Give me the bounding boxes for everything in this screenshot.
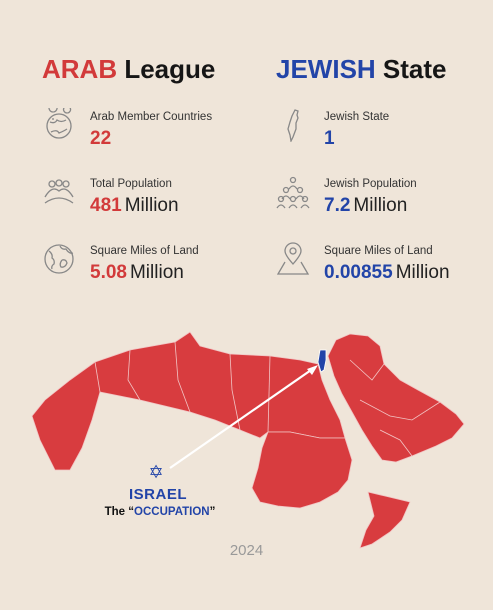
arab-land-stat: Square Miles of Land 5.08 Million	[42, 240, 282, 307]
arab-league-heading: ARAB League	[42, 52, 282, 86]
occupation-word: OCCUPATION	[134, 506, 210, 518]
globe-icon	[44, 244, 74, 274]
stat-unit: Million	[353, 195, 408, 216]
stat-value: 1	[324, 128, 335, 149]
stat-unit: Million	[124, 195, 179, 216]
stat-label: Total Population	[90, 178, 172, 190]
jewish-state-count-stat: Jewish State 1	[276, 106, 493, 173]
stat-label: Square Miles of Land	[324, 245, 433, 257]
stat-value: 22	[90, 128, 112, 149]
jewish-population-stat: Jewish Population 7.2 Million	[276, 173, 493, 240]
crowd-icon	[44, 179, 74, 204]
arab-league-map	[31, 331, 465, 549]
stat-label: Square Miles of Land	[90, 245, 199, 257]
israel-shape	[317, 349, 327, 373]
stat-label: Jewish Population	[324, 178, 417, 190]
arab-countries-shape	[31, 331, 465, 549]
jewish-state-column: JEWISH State Jewish State 1 Jewish Popul…	[276, 52, 493, 307]
stat-value: 5.08	[90, 262, 127, 283]
star-of-david-icon: ✡	[148, 462, 164, 482]
year-label: 2024	[229, 542, 264, 559]
jewish-land-stat: Square Miles of Land 0.00855 Million	[276, 240, 493, 307]
arrow-to-israel	[169, 365, 318, 469]
stat-unit: Million	[395, 262, 450, 283]
border-lines	[94, 341, 441, 457]
arab-league-column: ARAB League Arab Member Countries 22 Tot…	[42, 52, 282, 307]
arab-heading-rest: League	[117, 54, 216, 84]
occupation-prefix: The “	[104, 506, 135, 518]
arab-heading-highlight: ARAB	[42, 54, 118, 84]
people-group-icon	[276, 176, 310, 209]
jewish-state-heading: JEWISH State	[276, 52, 493, 86]
arab-member-countries-stat: Arab Member Countries 22	[42, 106, 282, 173]
map-pin-icon	[276, 242, 310, 275]
israel-label: ISRAEL	[128, 486, 187, 503]
stat-label: Jewish State	[324, 111, 390, 123]
stat-unit: Million	[129, 262, 184, 283]
occupation-suffix: ”	[209, 506, 216, 518]
jewish-heading-highlight: JEWISH	[276, 54, 376, 84]
stat-value: 7.2	[324, 195, 351, 216]
israel-outline-icon	[287, 109, 299, 142]
stat-value: 481	[90, 195, 122, 216]
globe-pin-icon	[46, 108, 72, 139]
arab-population-stat: Total Population 481 Million	[42, 173, 282, 240]
occupation-label: The “OCCUPATION”	[60, 506, 260, 518]
stat-value: 0.00855	[324, 262, 393, 283]
stat-label: Arab Member Countries	[90, 111, 213, 123]
jewish-heading-rest: State	[375, 54, 447, 84]
